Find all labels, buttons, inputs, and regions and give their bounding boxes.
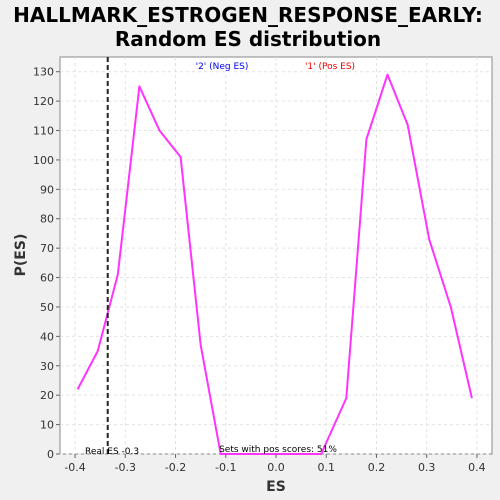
y-tick-label: 80 bbox=[40, 213, 54, 226]
x-axis-label: ES bbox=[266, 479, 286, 495]
y-tick-label: 100 bbox=[33, 154, 54, 167]
y-axis-label: P(ES) bbox=[13, 234, 29, 277]
chart-title-line1: HALLMARK_ESTROGEN_RESPONSE_EARLY: bbox=[13, 3, 483, 27]
y-tick-label: 10 bbox=[40, 419, 54, 432]
pos-scores-label: Sets with pos scores: 51% bbox=[219, 445, 337, 455]
y-tick-label: 130 bbox=[33, 66, 54, 79]
y-tick-label: 60 bbox=[40, 272, 54, 285]
legend-pos-es: '1' (Pos ES) bbox=[305, 62, 355, 72]
y-tick-label: 20 bbox=[40, 389, 54, 402]
x-tick-label: 0.2 bbox=[368, 461, 386, 474]
y-tick-label: 50 bbox=[40, 301, 54, 314]
y-axis-ticks: 0 10 20 30 40 50 60 70 80 90 100 110 120 130 bbox=[33, 66, 60, 461]
x-tick-label: 0.1 bbox=[317, 461, 335, 474]
legend-neg-es: '2' (Neg ES) bbox=[196, 62, 249, 72]
x-tick-label: 0.0 bbox=[267, 461, 285, 474]
series-lines bbox=[76, 73, 473, 455]
y-tick-label: 120 bbox=[33, 95, 54, 108]
y-tick-label: 90 bbox=[40, 183, 54, 196]
x-tick-label: -0.1 bbox=[215, 461, 236, 474]
y-tick-label: 30 bbox=[40, 360, 54, 373]
chart-title-line2: Random ES distribution bbox=[115, 27, 381, 51]
y-tick-label: 0 bbox=[47, 448, 54, 461]
x-tick-label: -0.2 bbox=[165, 461, 186, 474]
y-tick-label: 110 bbox=[33, 125, 54, 138]
real-es-label: Real ES -0.3 bbox=[85, 447, 139, 457]
y-tick-label: 40 bbox=[40, 330, 54, 343]
x-tick-label: 0.4 bbox=[468, 461, 486, 474]
x-tick-label: 0.3 bbox=[418, 461, 436, 474]
x-tick-label: -0.4 bbox=[64, 461, 85, 474]
es-distribution-line bbox=[76, 73, 473, 455]
x-tick-label: -0.3 bbox=[115, 461, 136, 474]
y-tick-label: 70 bbox=[40, 242, 54, 255]
x-axis-ticks: -0.4 -0.3 -0.2 -0.1 0.0 0.1 0.2 0.3 0.4 bbox=[64, 454, 486, 474]
